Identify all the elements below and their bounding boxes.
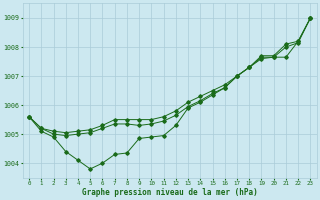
X-axis label: Graphe pression niveau de la mer (hPa): Graphe pression niveau de la mer (hPa) — [82, 188, 258, 197]
